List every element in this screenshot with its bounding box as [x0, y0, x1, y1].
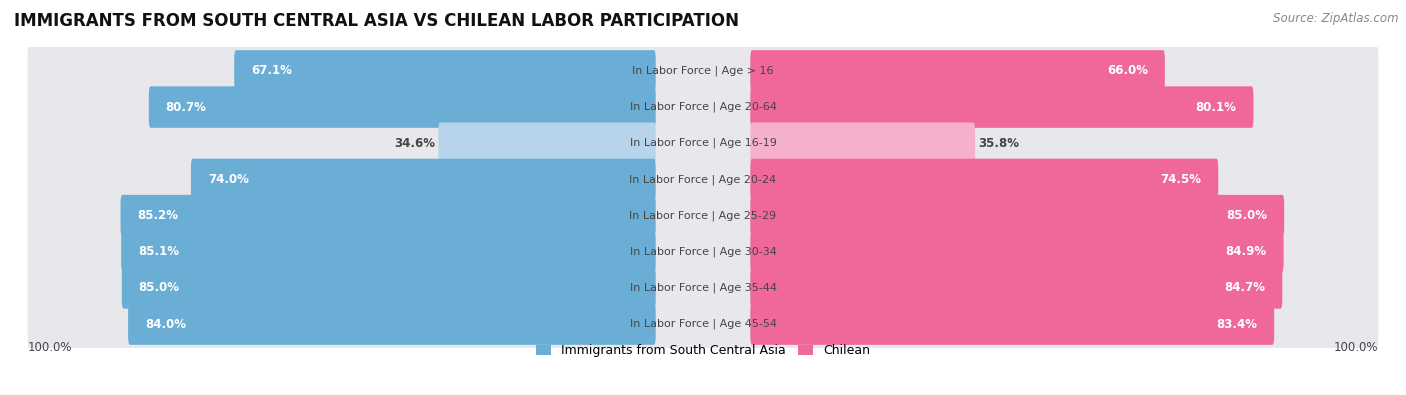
Text: IMMIGRANTS FROM SOUTH CENTRAL ASIA VS CHILEAN LABOR PARTICIPATION: IMMIGRANTS FROM SOUTH CENTRAL ASIA VS CH…	[14, 12, 740, 30]
FancyBboxPatch shape	[28, 154, 1378, 205]
Text: 85.1%: 85.1%	[138, 245, 179, 258]
FancyBboxPatch shape	[751, 122, 976, 164]
Text: 67.1%: 67.1%	[252, 64, 292, 77]
Text: In Labor Force | Age 16-19: In Labor Force | Age 16-19	[630, 138, 776, 149]
FancyBboxPatch shape	[235, 50, 655, 92]
Text: 35.8%: 35.8%	[979, 137, 1019, 150]
FancyBboxPatch shape	[28, 190, 1378, 241]
Text: 34.6%: 34.6%	[394, 137, 434, 150]
FancyBboxPatch shape	[28, 45, 1378, 96]
Legend: Immigrants from South Central Asia, Chilean: Immigrants from South Central Asia, Chil…	[531, 339, 875, 362]
FancyBboxPatch shape	[28, 226, 1378, 277]
Text: 84.0%: 84.0%	[145, 318, 186, 331]
FancyBboxPatch shape	[751, 303, 1274, 345]
FancyBboxPatch shape	[751, 231, 1284, 273]
Text: In Labor Force | Age 30-34: In Labor Force | Age 30-34	[630, 246, 776, 257]
FancyBboxPatch shape	[128, 303, 655, 345]
FancyBboxPatch shape	[439, 122, 655, 164]
FancyBboxPatch shape	[751, 195, 1284, 236]
FancyBboxPatch shape	[121, 231, 655, 273]
FancyBboxPatch shape	[121, 195, 655, 236]
Text: In Labor Force | Age > 16: In Labor Force | Age > 16	[633, 66, 773, 76]
Text: 83.4%: 83.4%	[1216, 318, 1257, 331]
Text: 84.9%: 84.9%	[1226, 245, 1267, 258]
Text: 80.7%: 80.7%	[166, 101, 207, 114]
FancyBboxPatch shape	[751, 159, 1218, 200]
Text: Source: ZipAtlas.com: Source: ZipAtlas.com	[1274, 12, 1399, 25]
FancyBboxPatch shape	[751, 267, 1282, 308]
FancyBboxPatch shape	[28, 263, 1378, 313]
Text: In Labor Force | Age 45-54: In Labor Force | Age 45-54	[630, 319, 776, 329]
Text: 84.7%: 84.7%	[1225, 281, 1265, 294]
FancyBboxPatch shape	[191, 159, 655, 200]
Text: In Labor Force | Age 20-24: In Labor Force | Age 20-24	[630, 174, 776, 185]
Text: 80.1%: 80.1%	[1195, 101, 1236, 114]
Text: 66.0%: 66.0%	[1107, 64, 1147, 77]
FancyBboxPatch shape	[149, 87, 655, 128]
Text: 100.0%: 100.0%	[1334, 341, 1378, 354]
Text: In Labor Force | Age 35-44: In Labor Force | Age 35-44	[630, 283, 776, 293]
Text: 85.0%: 85.0%	[1226, 209, 1267, 222]
FancyBboxPatch shape	[751, 87, 1253, 128]
FancyBboxPatch shape	[28, 118, 1378, 169]
Text: In Labor Force | Age 25-29: In Labor Force | Age 25-29	[630, 210, 776, 221]
Text: 100.0%: 100.0%	[28, 341, 72, 354]
FancyBboxPatch shape	[28, 82, 1378, 132]
Text: 74.5%: 74.5%	[1160, 173, 1201, 186]
Text: In Labor Force | Age 20-64: In Labor Force | Age 20-64	[630, 102, 776, 112]
FancyBboxPatch shape	[751, 50, 1164, 92]
Text: 74.0%: 74.0%	[208, 173, 249, 186]
FancyBboxPatch shape	[28, 299, 1378, 350]
FancyBboxPatch shape	[122, 267, 655, 308]
Text: 85.2%: 85.2%	[138, 209, 179, 222]
Text: 85.0%: 85.0%	[139, 281, 180, 294]
